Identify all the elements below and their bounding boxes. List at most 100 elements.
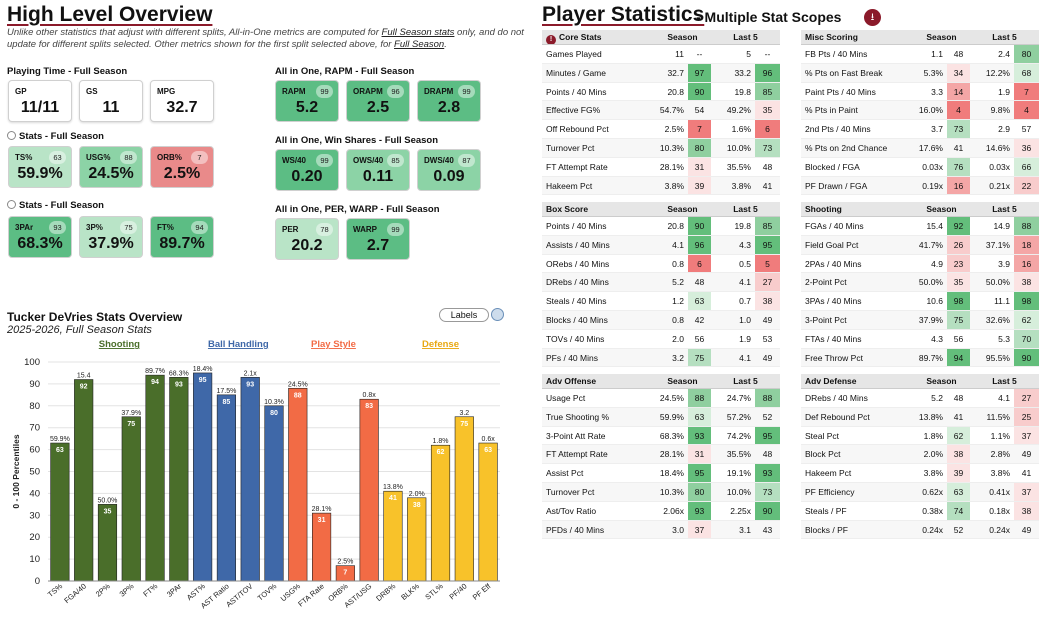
labels-toggle[interactable] [491,308,504,321]
season-value: 3.8% [923,468,943,479]
stats2-label[interactable]: Stats - Full Season [7,200,104,211]
y-tick-label: 80 [29,401,40,412]
x-tick-label: TOV% [256,581,279,602]
stats2-radio[interactable] [7,200,16,209]
season-percentile: 37 [688,520,711,539]
metric-card-percentile: 63 [49,151,66,164]
metric-card-percentile: 87 [458,154,475,167]
last5-percentile: 7 [1014,82,1039,101]
stat-name: PFs / 40 Mins [546,352,598,363]
season-percentile: 63 [688,407,711,426]
season-percentile: 48 [694,277,705,288]
table-row: PFDs / 40 Mins 3.0 37 3.1 43 [542,520,780,540]
stat-name: 2PAs / 40 Mins [805,258,862,269]
table-row: Steal Pct 1.8% 62 1.1% 37 [801,426,1039,446]
bar-ast- [193,372,213,582]
season-value: 68.3% [659,430,684,441]
last5-percentile: 43 [762,524,773,535]
last5-value: 19.1% [726,468,751,479]
bar-raw-label: 13.8% [383,484,403,491]
season-percentile: -- [696,49,703,59]
season-percentile: 56 [953,333,964,344]
last5-value: 0.7 [739,296,751,307]
col-header-season: Season [926,204,957,214]
metric-card-percentile: 99 [316,85,333,98]
x-tick-label: PF Eff [471,581,493,602]
metric-card-per: PER 78 20.2 [275,218,339,260]
stat-table-title-cell: Box Score [542,202,654,216]
metric-card-value: 0.11 [362,168,394,185]
stats1-label-text: Stats - Full Season [19,131,104,142]
stats1-radio[interactable] [7,131,16,140]
last5-value: 74.2% [726,430,751,441]
season-percentile: 56 [694,333,705,344]
table-row: % Pts on Fast Break 5.3% 34 12.2% 68 [801,63,1039,83]
season-value: 1.8% [923,430,943,441]
season-value: 5.2 [672,277,684,288]
labels-button[interactable]: Labels [439,308,489,322]
stat-name: Hakeem Pct [546,180,593,191]
last5-percentile: 88 [755,389,780,407]
season-percentile: 93 [688,426,711,445]
last5-percentile: 37 [1014,482,1039,501]
table-row: Blocks / PF 0.24x 52 0.24x 49 [801,520,1039,540]
stat-table-header: Box Score Season Last 5 [542,202,780,217]
y-tick-label: 70 [29,423,40,434]
season-percentile: 54 [694,105,705,116]
table-row: FT Attempt Rate 28.1% 31 35.5% 48 [542,157,780,177]
metric-card-mpg: MPG 32.7 [150,80,214,122]
season-value: 18.4% [659,468,684,479]
stat-name: Def Rebound Pct [805,411,870,422]
x-tick-label: 3P% [118,581,136,598]
last5-value: 0.24x [989,524,1010,535]
note-link-full-season[interactable]: Full Season [394,39,445,50]
bar-stl- [430,444,451,582]
stat-name: Effective FG% [546,105,601,116]
season-value: 59.9% [659,411,684,422]
table-row: Blocked / FGA 0.03x 76 0.03x 66 [801,157,1039,177]
table-row: Hakeem Pct 3.8% 39 3.8% 41 [801,464,1039,483]
stat-name: Games Played [546,49,602,59]
stat-name: Free Throw Pct [805,352,863,363]
season-percentile: 42 [694,314,705,325]
season-percentile: 76 [947,157,970,176]
download-icon[interactable]: ⭳ [864,9,881,26]
bar-raw-label: 2.1x [244,370,258,377]
season-percentile: 62 [947,426,970,445]
stat-table-header: Adv Defense Season Last 5 [801,374,1039,389]
stat-name: ORebs / 40 Mins [546,258,610,269]
stat-table-title: Box Score [546,204,589,214]
season-percentile: 35 [947,273,970,292]
metric-card-label: RAPM [282,87,306,96]
metric-card-value: 2.5% [163,165,201,182]
note-text-3: . [444,39,447,50]
bar-raw-label: 68.3% [169,370,189,377]
table-row: Games Played 11 -- 5 -- [542,45,780,64]
stats1-label[interactable]: Stats - Full Season [7,131,104,142]
last5-value: 95.5% [985,352,1010,363]
season-percentile: 74 [947,501,970,520]
last5-value: 9.8% [990,105,1010,116]
season-value: 3.7 [931,124,943,135]
bar-raw-label: 24.5% [288,381,308,388]
stat-name: Usage Pct [546,393,586,403]
bar-raw-label: 28.1% [312,506,332,513]
stat-name: Assists / 40 Mins [546,239,610,250]
last5-value: 2.8% [990,449,1010,460]
last5-value: 57.2% [726,411,751,422]
last5-percentile: 22 [1014,176,1039,195]
last5-percentile: 4 [1014,101,1039,120]
stat-name: 2nd Pts / 40 Mins [805,124,871,135]
season-percentile: 31 [688,157,711,176]
col-header-season: Season [926,376,957,386]
metric-card-value: 0.20 [291,168,323,185]
last5-percentile: 38 [755,292,780,310]
note-link-full-season-stats[interactable]: Full Season stats [381,27,455,38]
table-row: 3-Point Pct 37.9% 75 32.6% 62 [801,310,1039,330]
season-value: 20.8 [667,86,684,97]
season-value: 3.0 [672,524,684,535]
stat-name: FT Attempt Rate [546,449,608,460]
stat-name: Blocked / FGA [805,161,860,172]
last5-value: 49.2% [726,105,751,116]
table-row: Steals / PF 0.38x 74 0.18x 38 [801,501,1039,521]
